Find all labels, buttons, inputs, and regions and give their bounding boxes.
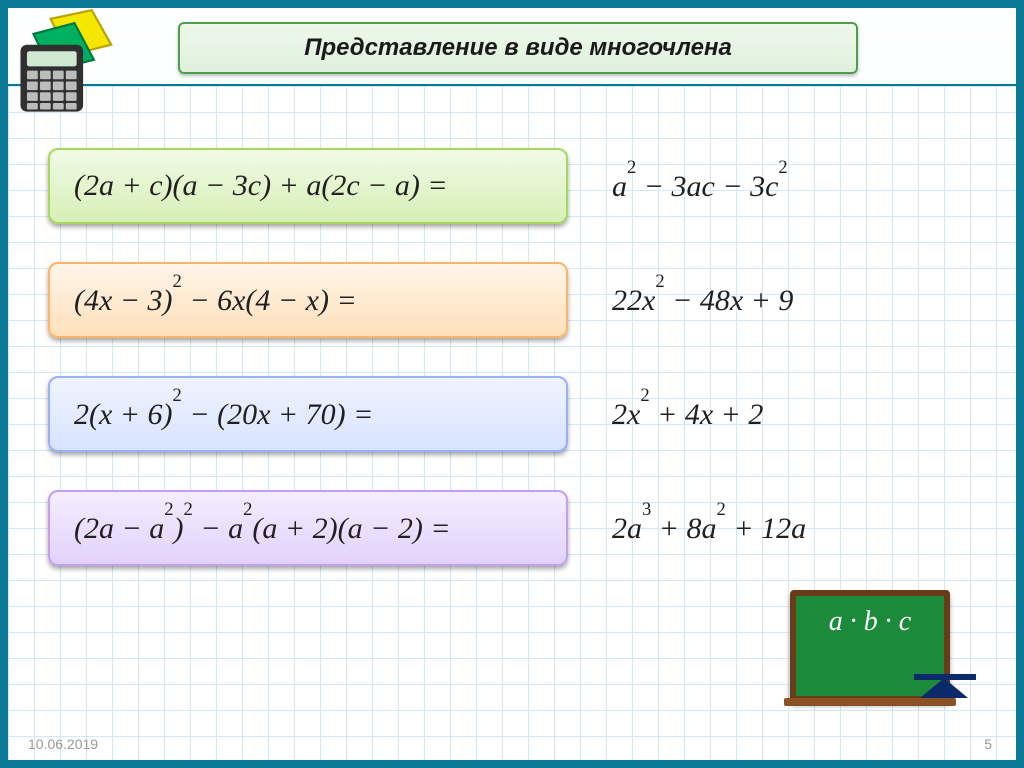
equation-row: 2(x + 6)2 − (20x + 70) =2x2 + 4x + 2 <box>48 376 976 452</box>
answer-text: 2x2 + 4x + 2 <box>568 397 976 432</box>
slide: Представление в виде многочлена (2a + c)… <box>0 0 1024 768</box>
answer-text: a2 − 3ac − 3c2 <box>568 169 976 204</box>
footer-date: 10.06.2019 <box>28 736 98 752</box>
expression-box: (2a + c)(a − 3c) + a(2c − a) = <box>48 148 568 224</box>
answer-text: 22x2 − 48x + 9 <box>568 283 976 318</box>
equation-row: (2a + c)(a − 3c) + a(2c − a) =a2 − 3ac −… <box>48 148 976 224</box>
expression-box: (2a − a2)2 − a2(a + 2)(a − 2) = <box>48 490 568 566</box>
answer-text: 2a3 + 8a2 + 12a <box>568 511 976 546</box>
equation-row: (4x − 3)2 − 6x(4 − x) =22x2 − 48x + 9 <box>48 262 976 338</box>
chalkboard-text: a · b · c <box>829 606 911 638</box>
chalkboard-graphic: a · b · c <box>780 590 960 720</box>
equation-row: (2a − a2)2 − a2(a + 2)(a − 2) =2a3 + 8a2… <box>48 490 976 566</box>
chalkboard-ledge <box>784 698 956 706</box>
expression-box: 2(x + 6)2 − (20x + 70) = <box>48 376 568 452</box>
slide-title: Представление в виде многочлена <box>304 34 732 62</box>
grad-cap-icon <box>920 678 968 698</box>
footer-page: 5 <box>984 736 992 752</box>
calculator-icon <box>14 8 122 116</box>
title-box: Представление в виде многочлена <box>178 22 858 74</box>
expression-box: (4x − 3)2 − 6x(4 − x) = <box>48 262 568 338</box>
